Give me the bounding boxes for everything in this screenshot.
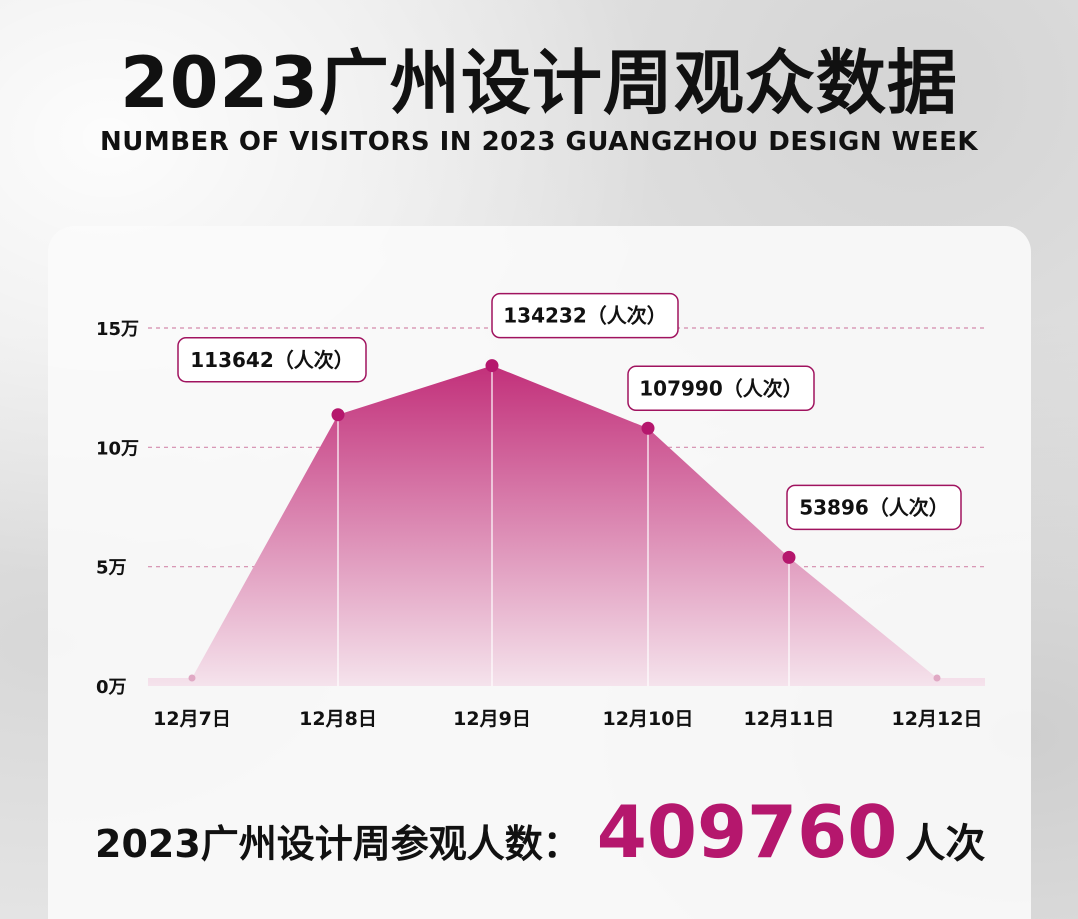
svg-text:53896（人次）: 53896（人次） <box>799 495 949 519</box>
y-tick-label: 10万 <box>96 438 139 459</box>
summary-total: 409760 <box>596 790 898 874</box>
total-visitors-summary: 2023广州设计周参观人数： 409760 人次 <box>95 790 986 874</box>
data-label: 107990（人次） <box>627 365 815 412</box>
svg-text:113642（人次）: 113642（人次） <box>190 348 354 372</box>
svg-text:134232（人次）: 134232（人次） <box>503 304 667 328</box>
data-point <box>933 674 941 682</box>
x-tick-label: 12月9日 <box>453 708 531 730</box>
data-label: 53896（人次） <box>786 484 962 531</box>
y-tick-label: 5万 <box>96 558 127 579</box>
x-tick-label: 12月12日 <box>892 708 983 730</box>
data-label: 113642（人次） <box>177 337 367 383</box>
summary-label: 2023广州设计周参观人数： <box>95 822 581 866</box>
page-title: 2023广州设计周观众数据 <box>120 42 958 124</box>
data-point <box>331 408 345 422</box>
page-subtitle: NUMBER OF VISITORS IN 2023 GUANGZHOU DES… <box>99 127 979 157</box>
x-tick-label: 12月11日 <box>744 708 835 730</box>
y-tick-label: 15万 <box>96 319 139 340</box>
data-label: 134232（人次） <box>491 292 679 339</box>
x-tick-label: 12月7日 <box>153 708 231 730</box>
x-tick-label: 12月10日 <box>603 708 694 730</box>
svg-text:107990（人次）: 107990（人次） <box>639 376 803 400</box>
data-point <box>188 674 196 682</box>
y-tick-label: 0万 <box>96 677 127 698</box>
summary-unit: 人次 <box>905 821 986 867</box>
area-series <box>148 365 985 686</box>
data-point <box>641 421 655 435</box>
data-point <box>782 550 796 564</box>
x-tick-label: 12月8日 <box>299 708 377 730</box>
data-point <box>485 359 499 373</box>
